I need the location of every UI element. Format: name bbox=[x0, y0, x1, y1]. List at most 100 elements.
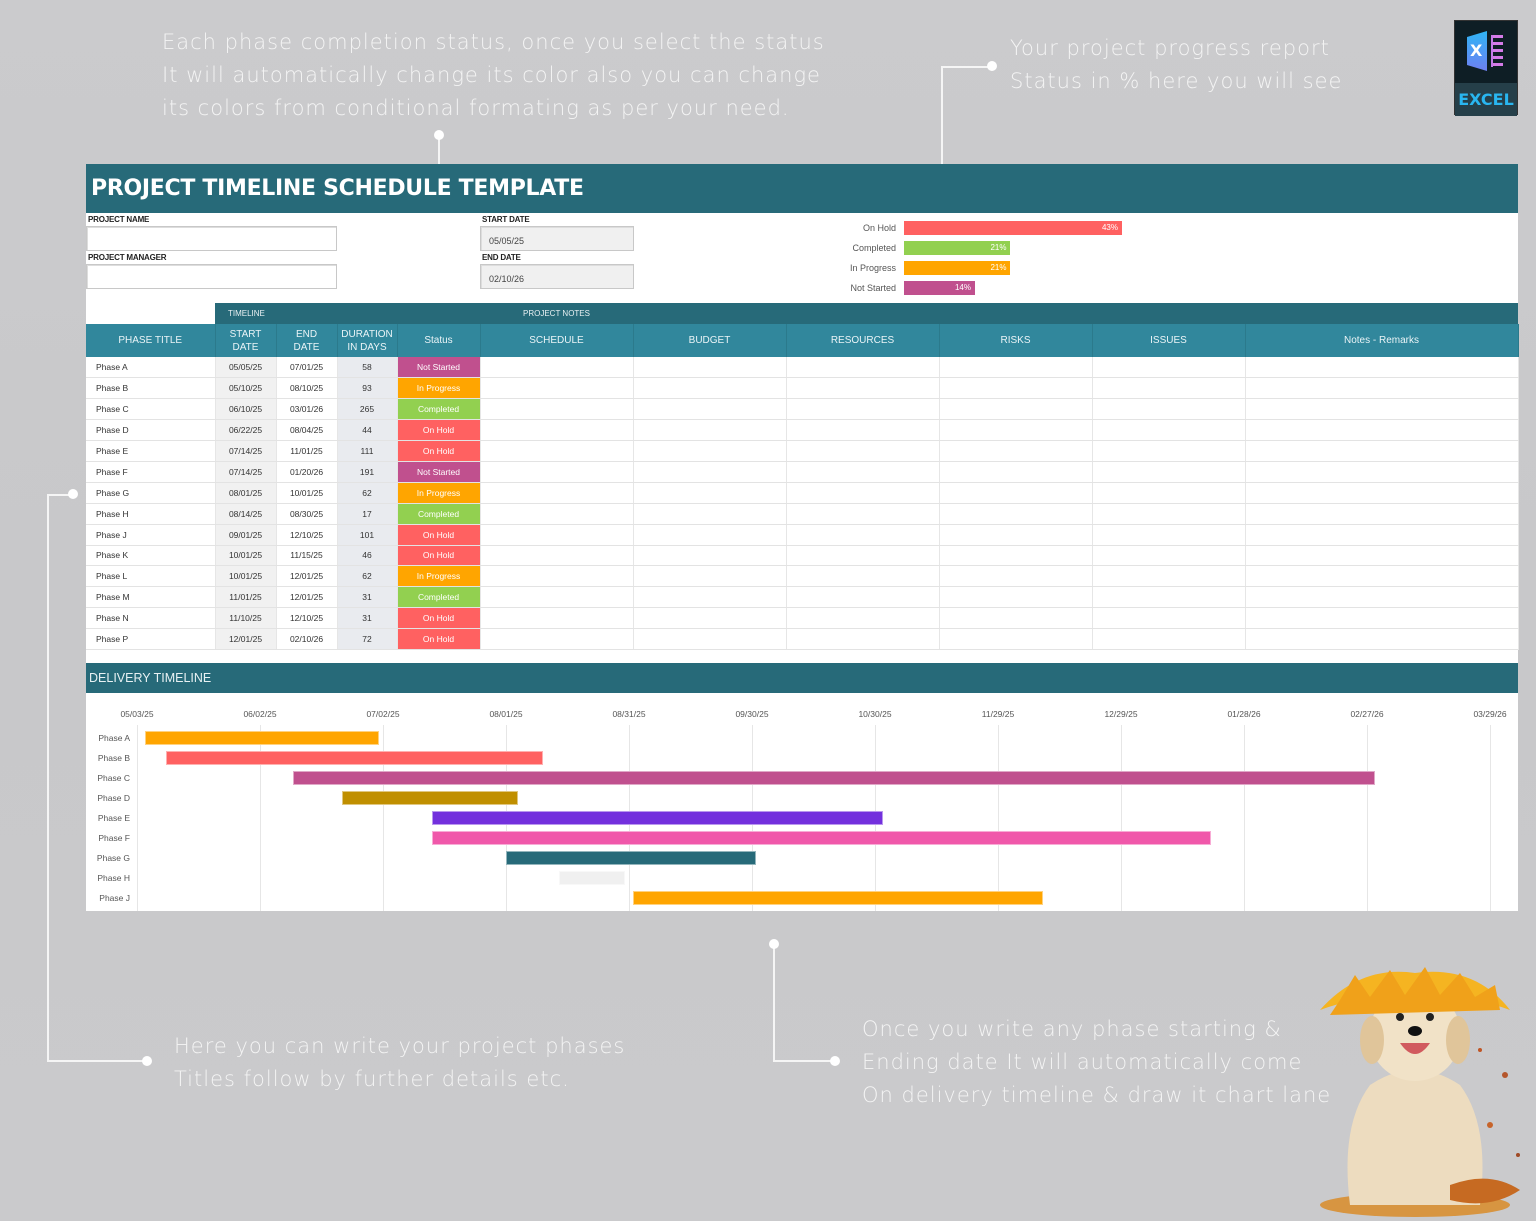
risks-cell[interactable] bbox=[939, 482, 1093, 504]
phase-title-cell[interactable]: Phase K bbox=[86, 545, 216, 567]
column-header[interactable]: END DATE bbox=[276, 324, 338, 357]
resources-cell[interactable] bbox=[786, 565, 940, 588]
end-date-cell[interactable]: 08/04/25 bbox=[276, 419, 338, 442]
notes-remarks-cell[interactable] bbox=[1245, 524, 1519, 546]
notes-remarks-cell[interactable] bbox=[1245, 503, 1519, 525]
status-cell[interactable]: Completed bbox=[397, 398, 481, 421]
phase-title-cell[interactable]: Phase M bbox=[86, 586, 216, 609]
column-header[interactable]: BUDGET bbox=[633, 324, 787, 357]
budget-cell[interactable] bbox=[633, 524, 787, 546]
issues-cell[interactable] bbox=[1092, 607, 1246, 630]
schedule-cell[interactable] bbox=[480, 440, 634, 462]
gantt-bar[interactable] bbox=[145, 730, 379, 745]
start-date-cell[interactable]: 08/01/25 bbox=[215, 482, 277, 504]
start-date-cell[interactable]: 05/05/25 bbox=[215, 357, 277, 379]
start-date-cell[interactable]: 12/01/25 bbox=[215, 628, 277, 650]
project-name-field[interactable] bbox=[86, 226, 337, 251]
column-header[interactable]: Status bbox=[397, 324, 481, 357]
phase-title-cell[interactable]: Phase N bbox=[86, 607, 216, 630]
issues-cell[interactable] bbox=[1092, 440, 1246, 462]
resources-cell[interactable] bbox=[786, 586, 940, 609]
notes-remarks-cell[interactable] bbox=[1245, 398, 1519, 421]
end-date-cell[interactable]: 01/20/26 bbox=[276, 461, 338, 483]
issues-cell[interactable] bbox=[1092, 524, 1246, 546]
resources-cell[interactable] bbox=[786, 461, 940, 483]
start-date-cell[interactable]: 05/10/25 bbox=[215, 377, 277, 400]
resources-cell[interactable] bbox=[786, 503, 940, 525]
schedule-cell[interactable] bbox=[480, 482, 634, 504]
start-date-cell[interactable]: 06/10/25 bbox=[215, 398, 277, 421]
risks-cell[interactable] bbox=[939, 545, 1093, 567]
risks-cell[interactable] bbox=[939, 524, 1093, 546]
start-date-cell[interactable]: 10/01/25 bbox=[215, 565, 277, 588]
status-cell[interactable]: On Hold bbox=[397, 628, 481, 650]
budget-cell[interactable] bbox=[633, 503, 787, 525]
notes-remarks-cell[interactable] bbox=[1245, 482, 1519, 504]
end-date-cell[interactable]: 10/01/25 bbox=[276, 482, 338, 504]
resources-cell[interactable] bbox=[786, 419, 940, 442]
start-date-cell[interactable]: 11/10/25 bbox=[215, 607, 277, 630]
risks-cell[interactable] bbox=[939, 377, 1093, 400]
issues-cell[interactable] bbox=[1092, 565, 1246, 588]
status-cell[interactable]: On Hold bbox=[397, 607, 481, 630]
phase-title-cell[interactable]: Phase J bbox=[86, 524, 216, 546]
schedule-cell[interactable] bbox=[480, 357, 634, 379]
gantt-bar[interactable] bbox=[292, 770, 1376, 785]
notes-remarks-cell[interactable] bbox=[1245, 440, 1519, 462]
gantt-bar[interactable] bbox=[432, 830, 1212, 845]
schedule-cell[interactable] bbox=[480, 607, 634, 630]
schedule-cell[interactable] bbox=[480, 398, 634, 421]
start-date-cell[interactable]: 09/01/25 bbox=[215, 524, 277, 546]
budget-cell[interactable] bbox=[633, 482, 787, 504]
issues-cell[interactable] bbox=[1092, 357, 1246, 379]
risks-cell[interactable] bbox=[939, 440, 1093, 462]
start-date-cell[interactable]: 10/01/25 bbox=[215, 545, 277, 567]
gantt-bar[interactable] bbox=[633, 890, 1044, 905]
status-cell[interactable]: In Progress bbox=[397, 377, 481, 400]
gantt-bar[interactable] bbox=[165, 750, 543, 765]
schedule-cell[interactable] bbox=[480, 419, 634, 442]
issues-cell[interactable] bbox=[1092, 377, 1246, 400]
status-cell[interactable]: Completed bbox=[397, 503, 481, 525]
phase-title-cell[interactable]: Phase P bbox=[86, 628, 216, 650]
schedule-cell[interactable] bbox=[480, 586, 634, 609]
notes-remarks-cell[interactable] bbox=[1245, 628, 1519, 650]
issues-cell[interactable] bbox=[1092, 461, 1246, 483]
resources-cell[interactable] bbox=[786, 524, 940, 546]
issues-cell[interactable] bbox=[1092, 398, 1246, 421]
budget-cell[interactable] bbox=[633, 461, 787, 483]
column-header[interactable]: START DATE bbox=[215, 324, 277, 357]
column-header[interactable]: PHASE TITLE bbox=[86, 324, 216, 357]
start-date-cell[interactable]: 11/01/25 bbox=[215, 586, 277, 609]
start-date-cell[interactable]: 07/14/25 bbox=[215, 440, 277, 462]
schedule-cell[interactable] bbox=[480, 503, 634, 525]
issues-cell[interactable] bbox=[1092, 482, 1246, 504]
notes-remarks-cell[interactable] bbox=[1245, 377, 1519, 400]
end-date-cell[interactable]: 11/15/25 bbox=[276, 545, 338, 567]
status-cell[interactable]: On Hold bbox=[397, 524, 481, 546]
notes-remarks-cell[interactable] bbox=[1245, 545, 1519, 567]
start-date-cell[interactable]: 06/22/25 bbox=[215, 419, 277, 442]
resources-cell[interactable] bbox=[786, 377, 940, 400]
budget-cell[interactable] bbox=[633, 586, 787, 609]
status-cell[interactable]: On Hold bbox=[397, 440, 481, 462]
notes-remarks-cell[interactable] bbox=[1245, 357, 1519, 379]
end-date-cell[interactable]: 12/10/25 bbox=[276, 524, 338, 546]
budget-cell[interactable] bbox=[633, 565, 787, 588]
end-date-cell[interactable]: 12/01/25 bbox=[276, 565, 338, 588]
risks-cell[interactable] bbox=[939, 565, 1093, 588]
resources-cell[interactable] bbox=[786, 398, 940, 421]
end-date-cell[interactable]: 11/01/25 bbox=[276, 440, 338, 462]
resources-cell[interactable] bbox=[786, 357, 940, 379]
budget-cell[interactable] bbox=[633, 377, 787, 400]
status-cell[interactable]: Not Started bbox=[397, 357, 481, 379]
phase-title-cell[interactable]: Phase C bbox=[86, 398, 216, 421]
column-header[interactable]: ISSUES bbox=[1092, 324, 1246, 357]
column-header[interactable]: RESOURCES bbox=[786, 324, 940, 357]
end-date-cell[interactable]: 02/10/26 bbox=[276, 628, 338, 650]
resources-cell[interactable] bbox=[786, 545, 940, 567]
end-date-cell[interactable]: 07/01/25 bbox=[276, 357, 338, 379]
gantt-bar[interactable] bbox=[432, 810, 884, 825]
budget-cell[interactable] bbox=[633, 440, 787, 462]
end-date-cell[interactable]: 08/30/25 bbox=[276, 503, 338, 525]
